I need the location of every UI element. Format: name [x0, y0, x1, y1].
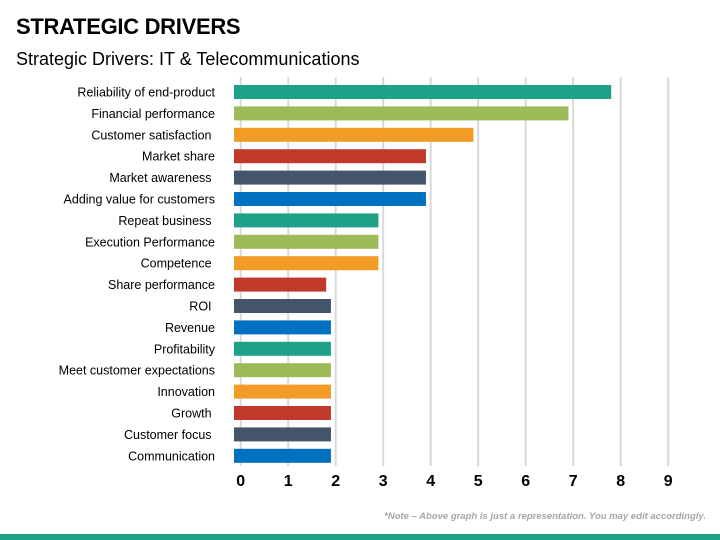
category-label: Meet customer expectations	[59, 364, 215, 378]
bar	[234, 234, 379, 249]
bar	[234, 320, 331, 335]
x-tick-label: 0	[236, 473, 245, 490]
category-label: ROI	[189, 300, 215, 314]
category-label: Market awareness	[109, 171, 215, 185]
category-label: Adding value for customers	[64, 193, 215, 207]
x-tick-label: 7	[569, 473, 578, 490]
footnote: *Note – Above graph is just a representa…	[384, 511, 706, 522]
x-tick-label: 2	[331, 473, 340, 490]
category-label: Share performance	[108, 278, 215, 292]
bar	[234, 277, 327, 292]
category-label: Profitability	[154, 342, 216, 356]
bar	[234, 106, 569, 121]
x-tick-label: 4	[426, 473, 435, 490]
bar	[234, 384, 331, 399]
bar	[234, 149, 426, 164]
x-tick-label: 3	[379, 473, 388, 490]
x-tick-label: 9	[664, 473, 673, 490]
category-label: Reliability of end-product	[77, 86, 215, 100]
bar	[234, 363, 331, 378]
category-label: Competence	[141, 257, 215, 271]
bar	[234, 341, 331, 356]
category-label: Innovation	[157, 385, 215, 399]
category-label: Financial performance	[91, 107, 215, 121]
category-label: Communication	[128, 449, 215, 463]
x-tick-label: 1	[284, 473, 293, 490]
bar	[234, 448, 331, 463]
category-label: Customer satisfaction	[91, 128, 215, 142]
bar	[234, 192, 426, 206]
chart-subtitle: Strategic Drivers: IT & Telecommunicatio…	[16, 49, 360, 69]
category-label: Execution Performance	[85, 235, 215, 249]
page-title: STRATEGIC DRIVERS	[16, 14, 241, 39]
bar	[234, 299, 331, 313]
x-tick-label: 8	[616, 473, 625, 490]
bar	[234, 85, 612, 99]
category-label: Revenue	[165, 321, 215, 335]
bar	[234, 406, 331, 420]
category-label: Market share	[142, 150, 215, 164]
bar	[234, 256, 379, 271]
category-label: Customer focus	[124, 428, 215, 442]
x-tick-label: 5	[474, 473, 483, 490]
category-label: Repeat business	[118, 214, 215, 228]
x-tick-label: 6	[521, 473, 530, 490]
footer-bar	[0, 534, 720, 540]
bar	[234, 127, 474, 142]
category-label: Growth	[171, 407, 215, 421]
bar	[234, 213, 379, 228]
bar	[234, 427, 331, 442]
bar	[234, 170, 426, 185]
